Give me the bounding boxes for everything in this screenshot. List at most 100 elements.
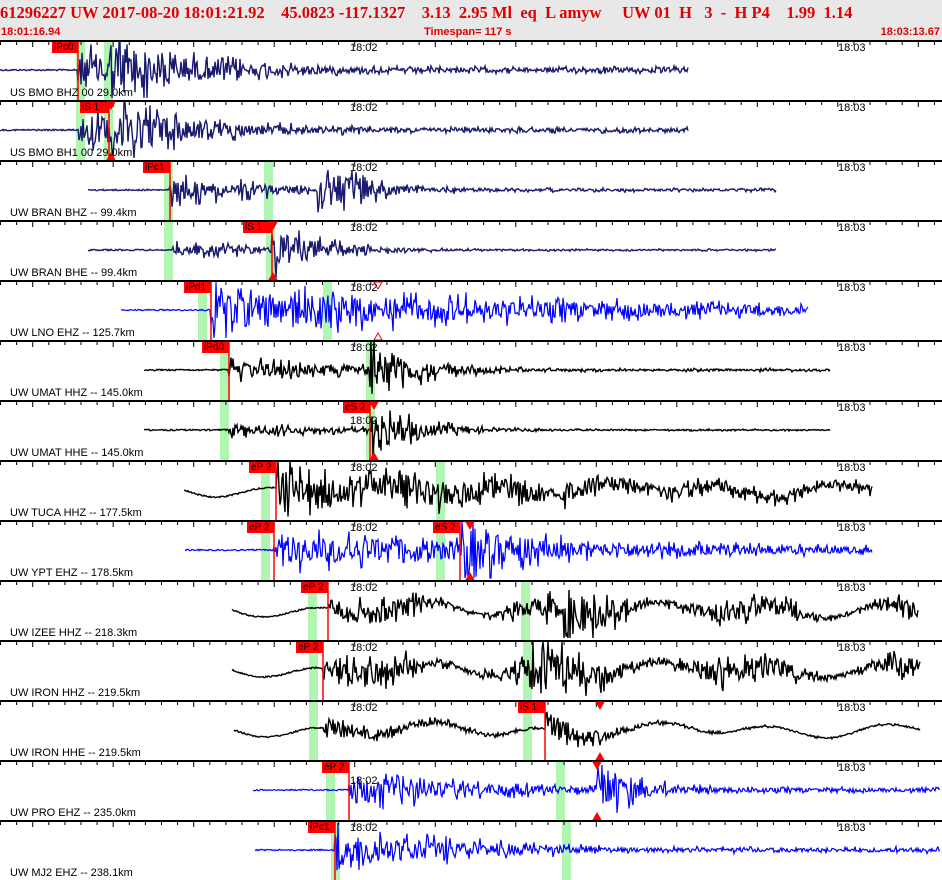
waveform-trace: [0, 41, 689, 99]
time-mark-label: 18:03: [838, 402, 866, 414]
time-mark-label: 18:02: [350, 282, 378, 294]
waveform-plot: [0, 280, 942, 340]
waveform-trace: [87, 169, 777, 213]
time-mark-label: 18:03: [838, 222, 866, 234]
trace-panel[interactable]: 18:02 18:03 iPc1 UW MJ2 EHZ -- 238.1km: [0, 820, 942, 880]
pick-marker-icon: [373, 331, 383, 340]
trace-panel[interactable]: 18:02 18:03 iPc0 US BMO BHZ 00 29.0km: [0, 40, 942, 100]
time-mark-label: 18:03: [838, 282, 866, 294]
phase-pick-label[interactable]: iS 1: [243, 222, 272, 233]
trace-panel[interactable]: 18:02 18:03 eS 2 UW UMAT HHE -- 145.0km: [0, 400, 942, 460]
time-mark-label: 18:02: [350, 415, 378, 427]
waveform-trace: [0, 101, 689, 159]
timespan: Timespan= 117 s: [424, 26, 512, 38]
waveform-plot: [0, 580, 942, 640]
time-mark-label: 18:02: [350, 775, 378, 787]
waveform-plot: [0, 820, 942, 880]
time-mark-label: 18:02: [350, 702, 378, 714]
waveform-trace: [231, 589, 919, 639]
waveform-trace: [233, 711, 921, 748]
station-label: UW PRO EHZ -- 235.0km: [10, 807, 136, 819]
station-label: US BMO BH1 00 29.0km: [10, 147, 133, 159]
time-mark-label: 18:03: [838, 822, 866, 834]
time-mark-label: 18:02: [350, 342, 378, 354]
station-label: UW BRAN BHZ -- 99.4km: [10, 207, 137, 219]
time-mark-label: 18:02: [350, 642, 378, 654]
pick-window: [104, 40, 113, 100]
waveform-plot: [0, 520, 942, 580]
trace-panel[interactable]: 18:02 18:03 iPd1 UW LNO EHZ -- 125.7km: [0, 280, 942, 340]
waveform-plot: [0, 760, 942, 820]
pick-marker-icon: [369, 401, 379, 411]
time-mark-label: 18:03: [838, 642, 866, 654]
pick-window: [261, 460, 270, 520]
time-mark-label: 18:03: [838, 522, 866, 534]
trace-panel[interactable]: 18:02 18:03 iPc1 UW BRAN BHZ -- 99.4km: [0, 160, 942, 220]
time-mark-label: 18:03: [838, 762, 866, 774]
phase-pick-label[interactable]: iS 1: [518, 702, 545, 713]
trace-panel[interactable]: 18:02 18:03 iS 1 US BMO BH1 00 29.0km: [0, 100, 942, 160]
pick-marker-icon: [106, 151, 116, 160]
waveform-plot: [0, 160, 942, 220]
phase-pick-label[interactable]: iPd1: [184, 282, 211, 293]
trace-panel[interactable]: 18:02 18:03 iS 1 UW IRON HHE -- 219.5km: [0, 700, 942, 760]
phase-pick-label[interactable]: iS 1: [80, 102, 109, 113]
time-mark-label: 18:03: [838, 702, 866, 714]
station-label: UW IZEE HHZ -- 218.3km: [10, 627, 138, 639]
phase-pick-label[interactable]: iPc0: [52, 42, 78, 53]
time-mark-label: 18:03: [838, 102, 866, 114]
phase-pick-label[interactable]: eS 2: [433, 522, 460, 533]
waveform-trace: [184, 521, 873, 579]
pick-marker-icon: [268, 271, 278, 280]
time-mark-label: 18:03: [838, 42, 866, 54]
trace-panel[interactable]: 18:02 18:03 eP 2 UW IRON HHZ -- 219.5km: [0, 640, 942, 700]
station-label: UW YPT EHZ -- 178.5km: [10, 567, 134, 579]
pick-window: [323, 280, 332, 340]
time-mark-label: 18:02: [350, 522, 378, 534]
time-mark-label: 18:03: [838, 582, 866, 594]
phase-pick-label[interactable]: eS 2: [343, 402, 370, 413]
trace-panel[interactable]: 18:02 18:03 eP 2 UW PRO EHZ -- 235.0km: [0, 760, 942, 820]
waveform-plot: [0, 40, 942, 100]
time-mark-label: 18:03: [838, 462, 866, 474]
phase-pick-label[interactable]: eP 2: [247, 522, 274, 533]
phase-pick-label[interactable]: eP 2: [249, 462, 276, 473]
time-mark-label: 18:02: [350, 582, 378, 594]
waveform-plot: [0, 400, 942, 460]
waveform-trace: [143, 341, 831, 394]
pick-marker-icon: [595, 751, 605, 760]
station-label: UW BRAN BHE -- 99.4km: [10, 267, 138, 279]
pick-marker-icon: [465, 571, 475, 580]
phase-pick-label[interactable]: iPc1: [143, 162, 170, 173]
station-label: UW UMAT HHZ -- 145.0km: [10, 387, 143, 399]
phase-pick-label[interactable]: iPd0: [202, 342, 229, 353]
waveform-trace: [87, 230, 777, 279]
pick-window: [436, 460, 445, 520]
waveform-trace: [120, 281, 809, 339]
station-label: UW UMAT HHE -- 145.0km: [10, 447, 144, 459]
trace-panel[interactable]: 18:02 18:03 iPd0 UW UMAT HHZ -- 145.0km: [0, 340, 942, 400]
pick-window: [309, 640, 318, 700]
pick-marker-icon: [592, 761, 602, 771]
phase-pick-label[interactable]: iPc1: [308, 822, 335, 833]
station-label: UW MJ2 EHZ -- 238.1km: [10, 867, 133, 879]
waveform-plot: [0, 100, 942, 160]
trace-panel[interactable]: 18:02 18:03 eP 2 UW TUCA HHZ -- 177.5km: [0, 460, 942, 520]
time-mark-label: 18:02: [350, 102, 378, 114]
pick-marker-icon: [465, 521, 475, 531]
pick-marker-icon: [369, 451, 379, 460]
event-summary: 61296227 UW 2017-08-20 18:01:21.92 45.08…: [0, 3, 853, 22]
event-header: 61296227 UW 2017-08-20 18:01:21.92 45.08…: [0, 0, 942, 40]
pick-window: [556, 760, 565, 820]
trace-panel[interactable]: 18:02 18:03 iS 1 UW BRAN BHE -- 99.4km: [0, 220, 942, 280]
waveform-plot: [0, 460, 942, 520]
phase-pick-label[interactable]: eP 2: [301, 582, 328, 593]
phase-pick-label[interactable]: eP 2: [296, 642, 323, 653]
pick-marker-icon: [595, 701, 605, 711]
waveform-trace: [254, 822, 941, 871]
trace-panel[interactable]: 18:02 18:03 eP 2 eS 2 UW YPT EHZ -- 178.5km: [0, 520, 942, 580]
waveform-plot: [0, 700, 942, 760]
phase-pick-label[interactable]: eP 2: [322, 762, 349, 773]
pick-marker-icon: [592, 811, 602, 820]
trace-panel[interactable]: 18:02 18:03 eP 2 UW IZEE HHZ -- 218.3km: [0, 580, 942, 640]
